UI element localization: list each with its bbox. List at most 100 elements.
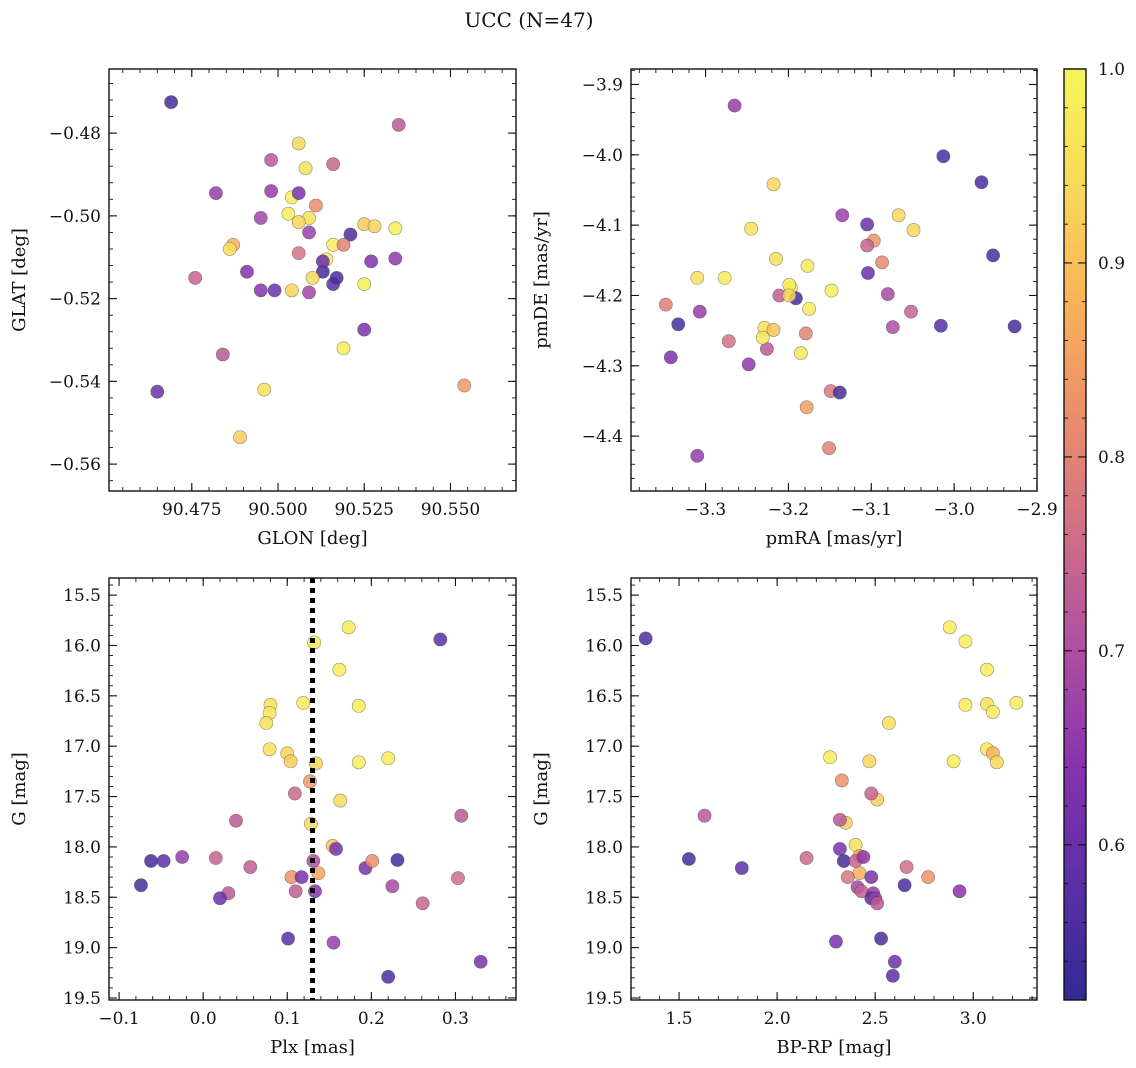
pmra-pmde-y-axis-label: pmDE [mas/yr]	[531, 211, 552, 349]
pmra-pmde-axes-frame	[630, 68, 1038, 492]
y-tick-label: 18.5	[585, 888, 623, 908]
glon-glat-point	[209, 186, 223, 201]
pmra-pmde-point	[798, 326, 813, 341]
plx-g-point	[262, 742, 277, 757]
y-tick-label: −4.0	[582, 146, 623, 166]
y-tick-label: −0.52	[49, 290, 101, 310]
plx-g-point	[473, 954, 488, 969]
glon-glat-point	[305, 271, 320, 285]
x-tick-label: −3.0	[934, 500, 975, 520]
pmra-pmde-point	[860, 238, 875, 253]
bprp-g-point	[870, 896, 885, 911]
x-tick-label: 0.2	[358, 1009, 385, 1029]
colorbar-tick-label: 0.7	[1098, 642, 1125, 662]
pmra-pmde-point	[755, 330, 770, 345]
panel-plx-g: −0.1 0.0 0.1 0.2 0.3 15.5 16.0 16.5 17.0 17.5 18.0…	[9, 577, 517, 1058]
x-tick-label: 2.0	[764, 1009, 791, 1029]
glon-glat-point	[309, 198, 323, 213]
pmra-pmde-point	[727, 98, 742, 113]
colorbar: 0.6 0.7 0.8 0.9 1.0	[1063, 60, 1125, 1001]
plx-g-point	[365, 854, 380, 868]
y-tick-label: −4.2	[582, 286, 623, 306]
bprp-g-point	[958, 634, 973, 649]
x-tick-label: 2.5	[862, 1009, 889, 1029]
glon-glat-point	[326, 157, 341, 172]
glon-glat-y-axis-label: GLAT [deg]	[9, 228, 30, 332]
plx-g-point	[433, 632, 448, 647]
y-tick-label: 18.0	[63, 838, 101, 858]
y-tick-label: 16.5	[63, 687, 101, 707]
y-tick-label: 19.5	[585, 989, 623, 1009]
pmra-pmde-point	[936, 149, 951, 164]
plx-g-point	[144, 854, 158, 868]
y-tick-label: 17.0	[63, 737, 101, 757]
glon-glat-point	[215, 347, 230, 362]
y-tick-label: 16.5	[585, 687, 623, 707]
pmra-pmde-point	[671, 317, 686, 332]
bprp-g-point	[942, 620, 957, 635]
plx-g-point	[175, 850, 190, 864]
pmra-pmde-point	[741, 357, 756, 372]
y-tick-label: 15.5	[585, 586, 623, 606]
bprp-g-axes-frame	[630, 577, 1038, 1001]
y-tick-label: 16.0	[585, 636, 623, 656]
glon-glat-point	[336, 237, 351, 252]
bprp-g-point	[834, 773, 849, 788]
y-tick-label: −0.56	[49, 455, 101, 475]
plx-g-point	[283, 754, 298, 769]
pmra-pmde-point	[793, 346, 808, 361]
y-tick-label: 15.5	[63, 586, 101, 606]
x-tick-label: 1.5	[666, 1009, 693, 1029]
plx-g-point	[288, 884, 303, 899]
x-tick-label: 0.1	[274, 1009, 301, 1029]
bprp-g-point	[862, 754, 877, 769]
bprp-g-point	[921, 870, 936, 885]
colorbar-tick-label: 0.8	[1098, 448, 1125, 468]
pmra-pmde-point	[766, 177, 781, 192]
bprp-g-point	[681, 852, 696, 866]
x-tick-label: −2.9	[1016, 500, 1057, 520]
panel-bprp-g: 1.5 2.0 2.5 3.0 15.5 16.0 16.5 17.0 17.5 18.0 18.5…	[531, 577, 1038, 1058]
pmra-pmde-point	[986, 248, 1000, 263]
y-tick-label: −0.48	[49, 124, 101, 144]
plx-g-point	[229, 813, 243, 828]
plx-g-axes-frame	[108, 577, 517, 1001]
bprp-g-point	[856, 850, 871, 864]
pmra-pmde-point	[692, 304, 707, 319]
bprp-g-point	[638, 631, 653, 646]
glon-glat-point	[391, 117, 406, 132]
plx-g-point	[341, 620, 356, 635]
glon-glat-point	[253, 211, 268, 225]
pmra-pmde-point	[769, 251, 783, 266]
y-tick-label: −0.54	[49, 372, 101, 392]
glon-glat-point	[367, 219, 382, 234]
glon-glat-x-axis-label: GLON [deg]	[257, 528, 367, 549]
glon-glat-point	[457, 378, 472, 393]
x-tick-label: 0.0	[190, 1009, 217, 1029]
y-tick-label: −4.1	[582, 216, 623, 236]
bprp-g-point	[946, 754, 961, 769]
bprp-g-y-axis-label: G [mag]	[531, 752, 552, 825]
plx-g-point	[381, 969, 396, 984]
y-tick-label: 18.5	[63, 888, 101, 908]
bprp-g-point	[823, 750, 837, 765]
bprp-g-point	[832, 812, 847, 827]
glon-glat-point	[284, 283, 299, 298]
pmra-pmde-x-axis-label: pmRA [mas/yr]	[766, 528, 903, 549]
glon-glat-point	[150, 384, 165, 399]
glon-glat-point	[240, 264, 254, 279]
plx-g-point	[390, 853, 405, 867]
glon-glat-point	[291, 186, 306, 201]
bprp-g-point	[989, 755, 1004, 770]
plx-g-point	[385, 879, 400, 894]
glon-glat-point	[357, 277, 372, 292]
glon-glat-point	[267, 283, 282, 298]
colorbar-tick-label: 1.0	[1098, 60, 1125, 80]
x-tick-label: −3.1	[851, 500, 892, 520]
plx-g-point	[213, 891, 227, 906]
y-tick-label: 18.0	[585, 838, 623, 858]
glon-glat-point	[264, 184, 279, 198]
bprp-g-point	[1009, 695, 1024, 710]
x-tick-label: 0.3	[442, 1009, 469, 1029]
